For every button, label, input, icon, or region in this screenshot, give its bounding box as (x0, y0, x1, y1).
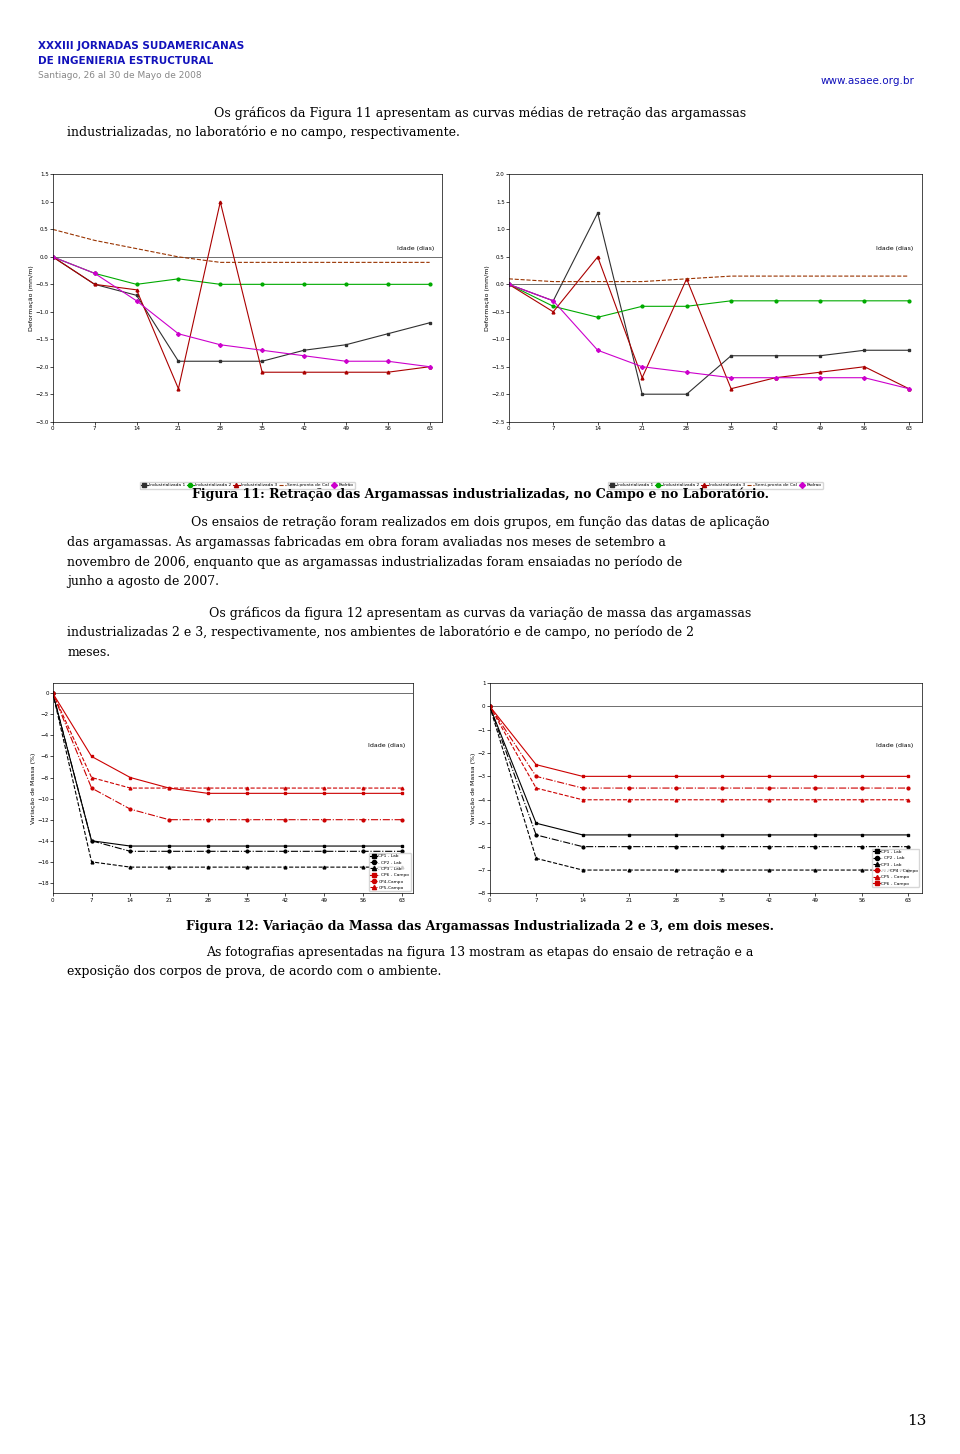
Legend: CP1 - Lab, - CP2 - Lab, - CP3 - Lab, - CP6 - Campo, CP4-Campo, CP5-Campo: CP1 - Lab, - CP2 - Lab, - CP3 - Lab, - C… (369, 853, 411, 891)
Text: Figura 12: Variação da Massa das Argamassas Industrializada 2 e 3, em dois meses: Figura 12: Variação da Massa das Argamas… (186, 920, 774, 932)
Text: das argamassas. As argamassas fabricadas em obra foram avaliadas nos meses de se: das argamassas. As argamassas fabricadas… (67, 537, 666, 548)
Text: exposição dos corpos de prova, de acordo com o ambiente.: exposição dos corpos de prova, de acordo… (67, 965, 442, 979)
Text: junho a agosto de 2007.: junho a agosto de 2007. (67, 576, 219, 587)
Text: industrializadas, no laboratório e no campo, respectivamente.: industrializadas, no laboratório e no ca… (67, 125, 460, 140)
Text: www.asaee.org.br: www.asaee.org.br (821, 76, 915, 86)
Y-axis label: Deformação (mm/m): Deformação (mm/m) (485, 265, 490, 332)
Text: Idade (dias): Idade (dias) (396, 246, 434, 252)
Text: Idade (dias): Idade (dias) (876, 246, 913, 252)
Text: As fotografias apresentadas na figura 13 mostram as etapas do ensaio de retração: As fotografias apresentadas na figura 13… (206, 947, 754, 958)
Text: Idade (dias): Idade (dias) (876, 743, 913, 749)
Y-axis label: Variação de Massa (%): Variação de Massa (%) (471, 752, 476, 824)
Y-axis label: Variação de Massa (%): Variação de Massa (%) (31, 752, 36, 824)
Legend: Industrializada 1, Industrializada 2, Industrializada 3, Semi-pronta de Cal, Pad: Industrializada 1, Industrializada 2, In… (139, 481, 355, 489)
Text: DE INGENIERIA ESTRUCTURAL: DE INGENIERIA ESTRUCTURAL (38, 55, 214, 65)
Text: Idade (dias): Idade (dias) (369, 743, 406, 749)
Text: meses.: meses. (67, 646, 110, 659)
Text: Figura 11: Retração das Argamassas industrializadas, no Campo e no Laboratório.: Figura 11: Retração das Argamassas indus… (191, 487, 769, 500)
Y-axis label: Deformação (mm/m): Deformação (mm/m) (29, 265, 34, 332)
Text: Os gráficos da figura 12 apresentam as curvas da variação de massa das argamassa: Os gráficos da figura 12 apresentam as c… (209, 606, 751, 619)
Text: Os gráficos da Figura 11 apresentam as curvas médias de retração das argamassas: Os gráficos da Figura 11 apresentam as c… (214, 106, 746, 119)
Legend: CP1 - Lab, - CP2 - Lab, CP3 - Lab, - - - CP4 - Campo, CP5 - Campo, CP6 - Campo: CP1 - Lab, - CP2 - Lab, CP3 - Lab, - - -… (872, 849, 920, 887)
Text: novembro de 2006, enquanto que as argamassas industrializadas foram ensaiadas no: novembro de 2006, enquanto que as argama… (67, 555, 683, 569)
Text: 13: 13 (907, 1413, 926, 1428)
Text: Santiago, 26 al 30 de Mayo de 2008: Santiago, 26 al 30 de Mayo de 2008 (38, 71, 202, 80)
Text: Os ensaios de retração foram realizados em dois grupos, em função das datas de a: Os ensaios de retração foram realizados … (191, 516, 769, 529)
Text: industrializadas 2 e 3, respectivamente, nos ambientes de laboratório e de campo: industrializadas 2 e 3, respectivamente,… (67, 627, 694, 640)
Text: XXXIII JORNADAS SUDAMERICANAS: XXXIII JORNADAS SUDAMERICANAS (38, 41, 245, 51)
Legend: Industrializada 1, Industrializada 2, Industrializada 3, Semi-pronta de Cal, Pad: Industrializada 1, Industrializada 2, In… (608, 481, 823, 489)
